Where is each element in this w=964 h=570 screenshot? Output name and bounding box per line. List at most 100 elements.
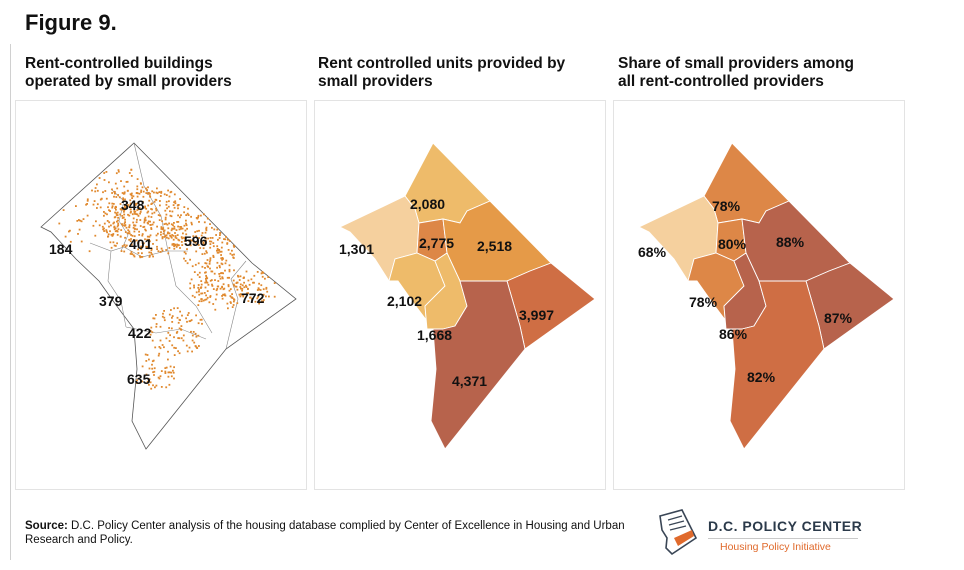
label-2080: 2,080	[410, 196, 445, 212]
building-dot	[191, 334, 194, 337]
building-dot	[226, 243, 229, 245]
building-dot	[164, 370, 167, 373]
ward-boundary	[167, 250, 213, 334]
building-dot	[161, 237, 164, 240]
building-dot	[177, 207, 179, 210]
building-dot	[221, 295, 223, 297]
building-dot	[184, 260, 187, 262]
building-dot	[136, 188, 139, 191]
building-dot	[200, 234, 203, 237]
building-dot	[209, 243, 212, 245]
building-dot	[117, 169, 120, 171]
building-dot	[265, 287, 268, 290]
building-dot	[232, 257, 235, 259]
building-dot	[94, 190, 97, 193]
building-dot	[231, 306, 234, 308]
building-dot	[205, 237, 207, 240]
building-dot	[243, 281, 245, 284]
building-dot	[221, 263, 224, 266]
building-dot	[260, 272, 263, 275]
building-dot	[221, 297, 224, 300]
panel-1-title-line1: Rent-controlled buildings	[25, 55, 213, 72]
building-dot	[169, 334, 171, 337]
building-dot	[169, 214, 172, 217]
ward-polygons	[637, 142, 895, 450]
building-dot	[198, 293, 201, 296]
building-dot	[135, 192, 138, 194]
building-dot	[212, 254, 215, 257]
building-dot	[190, 215, 192, 218]
building-dot	[227, 285, 230, 288]
building-dot	[171, 243, 174, 246]
building-dot	[245, 284, 247, 287]
building-dot	[110, 224, 112, 227]
building-dot	[109, 210, 111, 212]
value-labels: 78% 68% 80% 88% 78% 87% 86% 82%	[638, 198, 853, 385]
label-87pct: 87%	[824, 310, 853, 326]
building-dot	[185, 224, 188, 227]
building-dot	[123, 250, 126, 253]
building-dot	[117, 194, 119, 196]
building-dot	[80, 240, 83, 243]
building-dot	[208, 260, 211, 263]
building-dot	[136, 185, 139, 188]
building-dot	[112, 241, 115, 244]
building-dot	[214, 298, 217, 301]
building-dot	[180, 226, 183, 228]
building-dot	[130, 210, 132, 213]
building-dot	[211, 283, 213, 286]
building-dot	[183, 236, 186, 239]
building-dot	[177, 321, 180, 324]
building-dot	[133, 224, 136, 227]
building-dot	[147, 220, 150, 223]
building-dot	[116, 234, 119, 236]
source-note: Source: D.C. Policy Center analysis of t…	[25, 519, 625, 547]
building-dot	[195, 235, 198, 238]
building-dot	[142, 226, 145, 228]
building-dot	[93, 200, 96, 202]
building-dot	[173, 227, 176, 230]
building-dot	[182, 339, 185, 342]
building-dot	[149, 195, 151, 198]
building-dot	[265, 286, 268, 289]
building-dot	[233, 284, 235, 287]
building-dot	[173, 307, 175, 310]
building-dot	[198, 290, 200, 293]
building-dot	[148, 358, 150, 361]
building-dot	[144, 205, 146, 208]
building-dot	[180, 241, 183, 243]
building-dot	[124, 231, 127, 233]
building-dot	[168, 313, 171, 316]
building-dot	[167, 237, 170, 240]
building-dot	[233, 269, 235, 272]
building-dot	[128, 172, 131, 174]
building-dot	[262, 288, 265, 291]
building-dot	[181, 237, 184, 240]
building-dot	[195, 335, 198, 338]
building-dot	[197, 334, 200, 337]
building-dot	[152, 371, 154, 374]
building-dot	[113, 228, 116, 231]
building-dot	[127, 204, 129, 206]
building-dot	[207, 283, 210, 286]
building-dot	[160, 192, 163, 194]
building-dot	[86, 198, 89, 201]
building-dot	[106, 220, 109, 222]
building-dot	[153, 191, 155, 194]
building-dot	[109, 241, 112, 244]
units-map-svg: 2,080 1,301 2,775 2,518 2,102 3,997 1,66…	[338, 142, 596, 450]
building-dot	[268, 295, 270, 298]
building-dot	[188, 346, 191, 349]
building-dot	[116, 211, 119, 214]
building-dot	[110, 233, 113, 236]
building-dot	[138, 234, 141, 236]
building-dot	[195, 217, 198, 219]
logo-name: D.C. POLICY CENTER	[708, 518, 863, 534]
building-dot	[163, 316, 166, 319]
building-dots	[58, 168, 276, 390]
building-dot	[256, 271, 259, 273]
building-dot	[221, 241, 224, 244]
building-dot	[157, 354, 160, 357]
building-dot	[164, 234, 167, 237]
building-dot	[117, 216, 119, 219]
